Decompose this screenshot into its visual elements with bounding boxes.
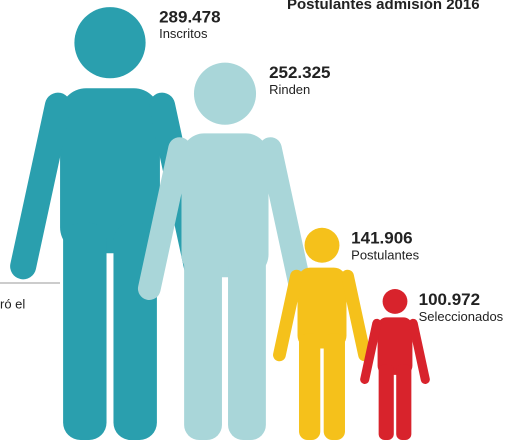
category-label: Postulantes xyxy=(351,248,419,263)
head xyxy=(382,288,408,314)
value-label: 252.325 xyxy=(269,63,330,82)
torso xyxy=(60,88,160,254)
person-figure xyxy=(273,227,371,440)
head xyxy=(193,62,257,125)
arm xyxy=(341,269,371,362)
head xyxy=(304,227,340,263)
value-label: 289.478 xyxy=(159,7,220,26)
leg xyxy=(63,222,107,440)
annotation: ró el xyxy=(0,296,25,311)
arm xyxy=(273,269,303,362)
category-label: Seleccionados xyxy=(419,309,504,324)
category-label: Rinden xyxy=(269,82,310,97)
arm xyxy=(10,92,71,280)
person-figure xyxy=(360,288,430,440)
title: Postulantes admisión 2016 xyxy=(287,0,480,13)
arm xyxy=(360,318,382,384)
leg xyxy=(396,364,412,440)
arm xyxy=(408,318,430,384)
leg xyxy=(228,250,266,440)
arm xyxy=(259,137,313,300)
category-label: Inscritos xyxy=(159,26,208,41)
leg xyxy=(299,333,321,440)
leg xyxy=(323,333,345,440)
torso xyxy=(181,133,269,278)
leg xyxy=(378,364,394,440)
head xyxy=(74,7,146,79)
value-label: 100.972 xyxy=(419,290,480,309)
value-label: 141.906 xyxy=(351,229,412,248)
torso xyxy=(297,267,347,349)
leg xyxy=(184,250,222,440)
person-figure xyxy=(10,7,210,440)
torso xyxy=(377,317,413,375)
person-figure xyxy=(137,62,313,440)
arm xyxy=(137,137,191,300)
